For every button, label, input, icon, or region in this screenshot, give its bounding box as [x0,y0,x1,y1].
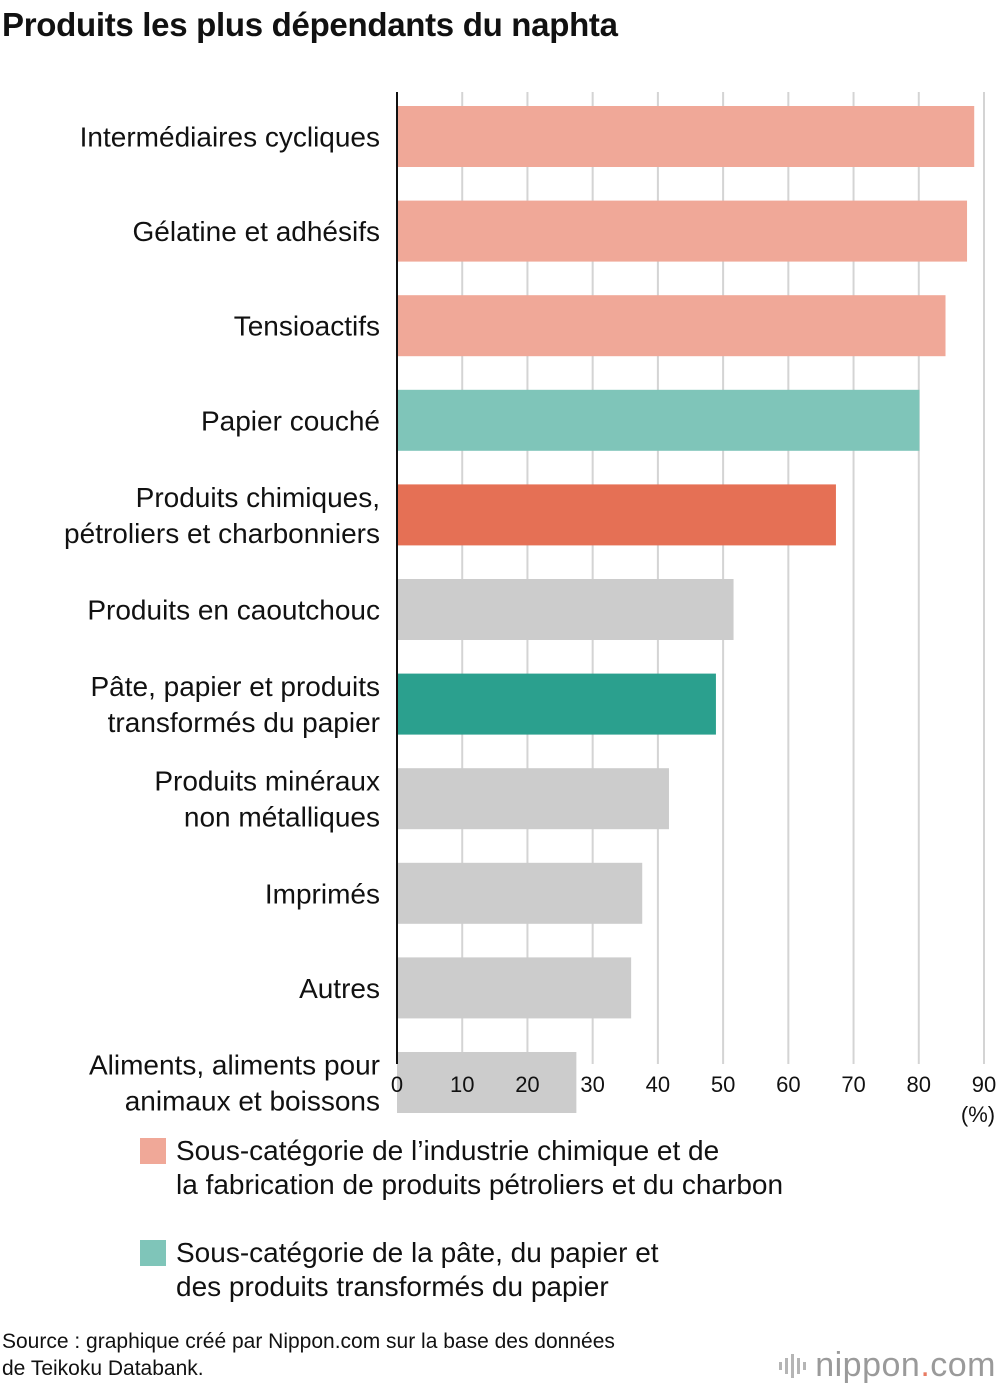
brand-logo: nippon.com [779,1346,996,1385]
category-label: Tensioactifs [234,311,380,342]
bar [397,295,946,357]
category-label: Produits en caoutchouc [87,595,380,626]
x-axis-unit: (%) [961,1102,995,1127]
category-label: Intermédiaires cycliques [80,122,380,153]
bar-chart: Intermédiaires cycliques Gélatine et adhé… [64,92,996,1127]
bar [397,862,643,924]
category-labels: Intermédiaires cycliques Gélatine et adhé… [64,122,380,1117]
x-tick-label: 30 [580,1072,604,1097]
category-label: Produits chimiques, pétroliers et charbon… [64,482,380,549]
category-label: Imprimés [265,878,380,909]
category-label: Aliments, aliments pour animaux et boisso… [89,1050,380,1117]
source-note: Source : graphique créé par Nippon.com s… [2,1330,615,1380]
category-label: Pâte, papier et produits transformés du p… [90,671,380,738]
bar [397,200,968,262]
x-tick-labels: 0 10 20 30 40 50 60 70 80 90 [391,1072,996,1097]
bar [397,106,975,167]
bar [397,389,920,451]
bar [397,579,734,640]
legend-swatch-chemical [140,1138,166,1164]
brand-dot: . [920,1346,931,1384]
x-tick-label: 70 [841,1072,865,1097]
bar [397,1052,577,1113]
x-tick-label: 0 [391,1072,403,1097]
category-label: Gélatine et adhésifs [133,216,381,247]
category-label: Produits minéraux non métalliques [154,766,380,833]
x-tick-label: 20 [515,1072,539,1097]
x-tick-label: 60 [776,1072,800,1097]
brand-suffix: com [930,1346,996,1384]
x-tick-label: 90 [972,1072,996,1097]
legend-text-paper: Sous-catégorie de la pâte, du papier et … [176,1237,659,1302]
bar [397,673,716,735]
bar [397,768,669,830]
x-tick-label: 10 [450,1072,474,1097]
x-tick-label: 40 [646,1072,670,1097]
bar [397,957,632,1019]
x-tick-label: 80 [907,1072,931,1097]
category-label: Papier couché [201,405,380,436]
category-label: Autres [299,973,380,1004]
legend-text-chemical: Sous-catégorie de l’industrie chimique e… [176,1135,784,1200]
brand-name: nippon [815,1346,921,1384]
chart-title: Produits les plus dépendants du naphta [2,6,618,43]
x-tick-label: 50 [711,1072,735,1097]
legend-swatch-paper [140,1240,166,1266]
bar [397,484,836,546]
bars [397,106,975,1113]
nippon-logo-icon [779,1354,807,1378]
